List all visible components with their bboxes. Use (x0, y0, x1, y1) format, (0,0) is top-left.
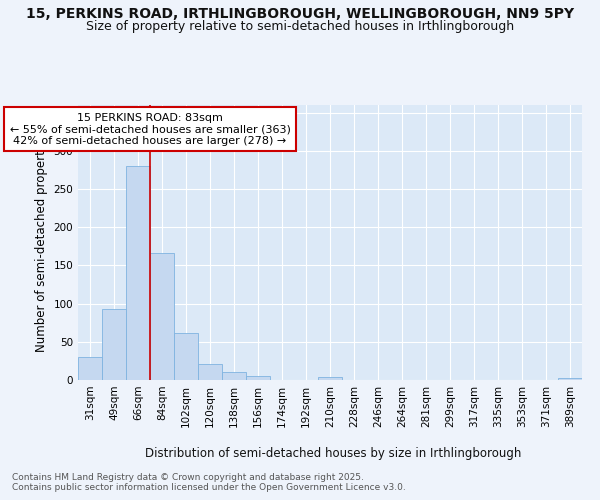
Bar (150, 253, 174, 380)
Y-axis label: Number of semi-detached properties: Number of semi-detached properties (35, 133, 48, 352)
Bar (222, 372, 246, 380)
Bar (246, 376, 270, 380)
Bar (558, 378, 582, 380)
Bar (78, 357, 102, 380)
Bar (174, 332, 198, 380)
Text: Size of property relative to semi-detached houses in Irthlingborough: Size of property relative to semi-detach… (86, 20, 514, 33)
Text: Contains HM Land Registry data © Crown copyright and database right 2025.
Contai: Contains HM Land Registry data © Crown c… (12, 472, 406, 492)
Text: 15 PERKINS ROAD: 83sqm
← 55% of semi-detached houses are smaller (363)
42% of se: 15 PERKINS ROAD: 83sqm ← 55% of semi-det… (10, 112, 290, 146)
Bar (318, 377, 342, 380)
Text: Distribution of semi-detached houses by size in Irthlingborough: Distribution of semi-detached houses by … (145, 448, 521, 460)
Bar (126, 166, 150, 380)
Text: 15, PERKINS ROAD, IRTHLINGBOROUGH, WELLINGBOROUGH, NN9 5PY: 15, PERKINS ROAD, IRTHLINGBOROUGH, WELLI… (26, 8, 574, 22)
Bar (198, 364, 222, 380)
Bar (102, 309, 126, 380)
